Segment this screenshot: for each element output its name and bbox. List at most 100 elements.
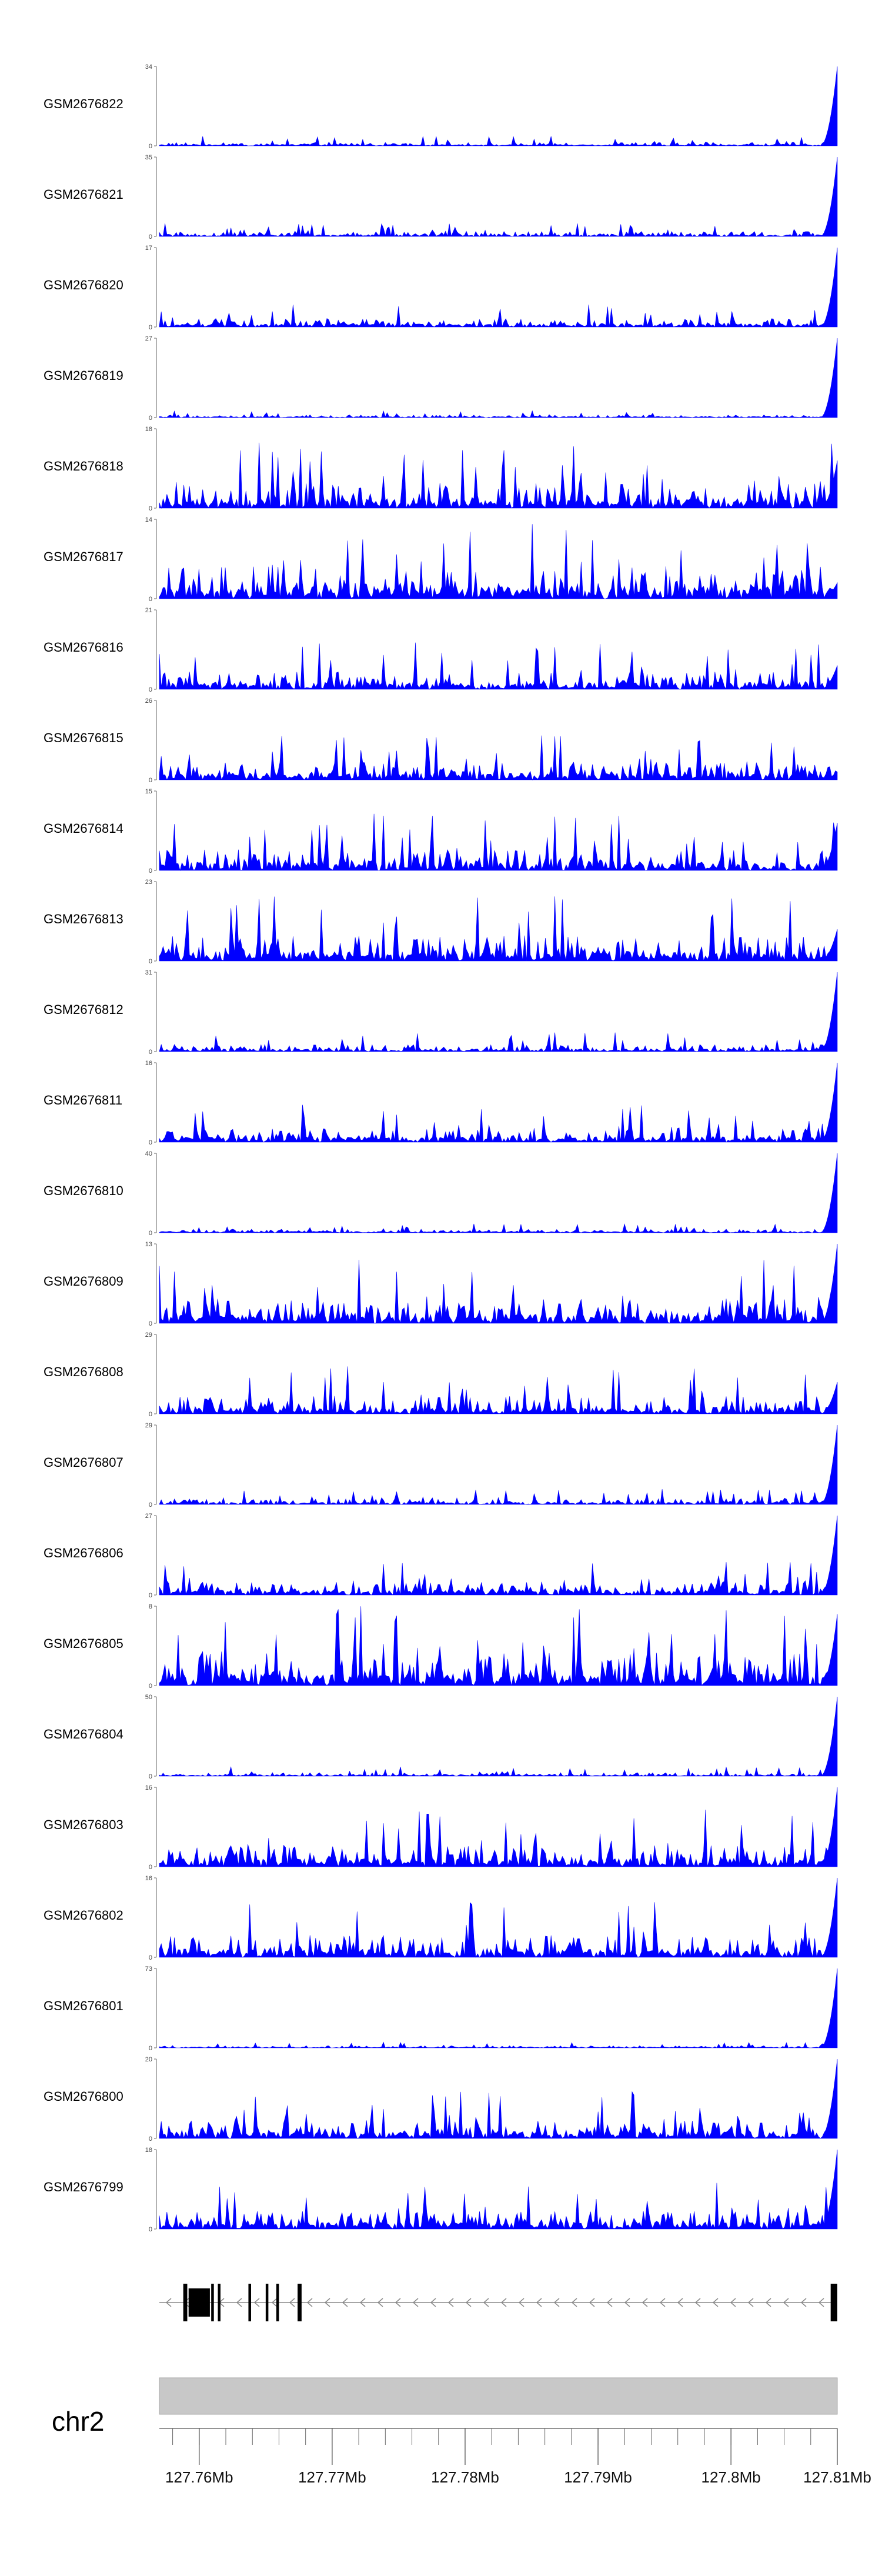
track-ymax-label: 40	[145, 1150, 152, 1157]
x-tick-label: 127.8Mb	[701, 2468, 761, 2486]
coverage-track-GSM2676809: GSM2676809 13 0	[44, 1241, 838, 1327]
strand-arrow	[642, 2298, 648, 2307]
coverage-area	[159, 247, 838, 328]
track-label: GSM2676817	[44, 549, 123, 564]
coverage-track-GSM2676810: GSM2676810 40 0	[44, 1150, 838, 1237]
strand-arrow	[730, 2298, 736, 2307]
track-label: GSM2676819	[44, 368, 123, 383]
strand-arrow	[571, 2298, 577, 2307]
coverage-track-GSM2676811: GSM2676811 16 0	[44, 1060, 838, 1146]
x-tick-label: 127.79Mb	[564, 2468, 632, 2486]
coverage-track-GSM2676813: GSM2676813 23 0	[44, 879, 838, 965]
track-ymin-label: 0	[149, 686, 152, 693]
coverage-area	[159, 156, 838, 237]
coverage-area	[159, 642, 838, 690]
track-label: GSM2676811	[44, 1093, 122, 1107]
track-ymax-label: 16	[145, 1060, 152, 1067]
strand-arrow	[518, 2298, 524, 2307]
track-ymin-label: 0	[149, 1501, 152, 1509]
track-label: GSM2676815	[44, 730, 123, 745]
coverage-area	[159, 1606, 838, 1687]
strand-arrow	[342, 2298, 348, 2307]
track-ymax-label: 73	[145, 1966, 152, 1973]
track-label: GSM2676810	[44, 1183, 123, 1198]
coverage-track-GSM2676801: GSM2676801 73 0	[44, 1966, 838, 2052]
coverage-track-GSM2676814: GSM2676814 15 0	[44, 788, 838, 875]
track-label: GSM2676820	[44, 278, 123, 292]
strand-arrow	[306, 2298, 313, 2307]
coverage-area	[159, 813, 838, 872]
coverage-area	[159, 442, 838, 509]
track-ymax-label: 27	[145, 335, 152, 342]
strand-arrow	[271, 2298, 278, 2307]
track-ymin-label: 0	[149, 1683, 152, 1690]
track-ymax-label: 50	[145, 1694, 152, 1701]
track-ymax-label: 18	[145, 426, 152, 433]
track-ymin-label: 0	[149, 596, 152, 603]
track-ymin-label: 0	[149, 1773, 152, 1780]
coverage-track-GSM2676821: GSM2676821 35 0	[44, 154, 838, 241]
track-ymin-label: 0	[149, 1864, 152, 1871]
coverage-area	[159, 1424, 838, 1505]
track-ymax-label: 21	[145, 607, 152, 614]
x-tick-label: 127.81Mb	[803, 2468, 871, 2486]
strand-arrow	[236, 2298, 242, 2307]
track-ymin-label: 0	[149, 1049, 152, 1056]
coverage-track-GSM2676803: GSM2676803 16 0	[44, 1784, 838, 1871]
coverage-area	[159, 2058, 838, 2139]
gene-model-track	[159, 2284, 837, 2321]
strand-arrow	[324, 2298, 330, 2307]
track-label: GSM2676800	[44, 2089, 123, 2104]
track-label: GSM2676802	[44, 1908, 123, 1923]
track-label: GSM2676822	[44, 96, 123, 111]
x-tick-label: 127.78Mb	[431, 2468, 499, 2486]
coverage-track-GSM2676822: GSM2676822 34 0	[44, 64, 838, 150]
track-label: GSM2676821	[44, 187, 123, 202]
coverage-track-GSM2676799: GSM2676799 18 0	[44, 2147, 838, 2233]
track-ymax-label: 8	[149, 1603, 152, 1610]
x-tick-label: 127.76Mb	[165, 2468, 233, 2486]
track-ymin-label: 0	[149, 1320, 152, 1327]
strand-arrow	[712, 2298, 719, 2307]
track-ymin-label: 0	[149, 143, 152, 150]
track-ymax-label: 35	[145, 154, 152, 161]
track-ymax-label: 16	[145, 1784, 152, 1791]
track-ymin-label: 0	[149, 415, 152, 422]
x-tick-label: 127.77Mb	[298, 2468, 366, 2486]
track-label: GSM2676803	[44, 1817, 123, 1832]
track-label: GSM2676801	[44, 1998, 123, 2013]
track-ymax-label: 27	[145, 1513, 152, 1520]
track-ymin-label: 0	[149, 505, 152, 512]
track-ymin-label: 0	[149, 1954, 152, 1961]
strand-arrow	[430, 2298, 436, 2307]
strand-arrow	[677, 2298, 683, 2307]
track-label: GSM2676809	[44, 1274, 123, 1289]
gene-exon	[188, 2288, 210, 2317]
coverage-track-GSM2676808: GSM2676808 29 0	[44, 1332, 838, 1418]
coverage-track-GSM2676819: GSM2676819 27 0	[44, 335, 838, 422]
track-ymax-label: 31	[145, 969, 152, 976]
coverage-track-GSM2676804: GSM2676804 50 0	[44, 1694, 838, 1780]
coverage-area	[159, 972, 838, 1052]
track-ymin-label: 0	[149, 2135, 152, 2143]
coverage-track-GSM2676802: GSM2676802 16 0	[44, 1875, 838, 1961]
track-label: GSM2676813	[44, 912, 123, 926]
coverage-area	[159, 2149, 838, 2230]
track-ymax-label: 26	[145, 698, 152, 705]
track-ymin-label: 0	[149, 324, 152, 331]
strand-arrow	[165, 2298, 172, 2307]
coverage-area	[159, 1515, 838, 1596]
track-ymin-label: 0	[149, 2045, 152, 2052]
coverage-track-GSM2676812: GSM2676812 31 0	[44, 969, 838, 1056]
strand-arrow	[483, 2298, 489, 2307]
chromosome-label: chr2	[52, 2406, 104, 2437]
track-ymax-label: 29	[145, 1422, 152, 1429]
coverage-area	[159, 1062, 838, 1143]
strand-arrow	[553, 2298, 560, 2307]
track-label: GSM2676816	[44, 640, 123, 655]
strand-arrow	[783, 2298, 789, 2307]
chromosome-ideogram-track: chr2	[52, 2377, 838, 2437]
track-ymax-label: 13	[145, 1241, 152, 1248]
strand-arrow	[536, 2298, 542, 2307]
strand-arrow	[659, 2298, 666, 2307]
